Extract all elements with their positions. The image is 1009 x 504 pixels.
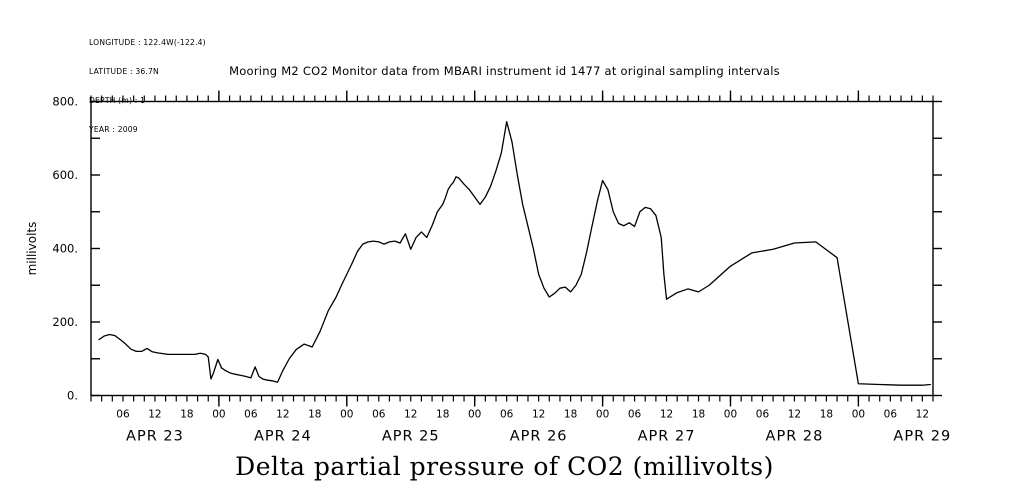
- x-hour-label: 18: [564, 409, 577, 421]
- x-hour-label: 18: [436, 409, 449, 421]
- x-date-label: APR 26: [510, 429, 568, 445]
- data-line-delta-pco2: [98, 121, 931, 386]
- x-hour-label: 12: [276, 409, 289, 421]
- x-hour-label: 18: [308, 409, 321, 421]
- x-date-label: APR 27: [638, 429, 696, 445]
- x-hour-label: 18: [820, 409, 833, 421]
- x-hour-label: 00: [724, 409, 737, 421]
- x-hour-label: 06: [756, 409, 770, 421]
- figure-caption: Delta partial pressure of CO2 (millivolt…: [235, 452, 774, 481]
- x-hour-label: 18: [180, 409, 193, 421]
- y-tick-label: 0.: [67, 389, 78, 403]
- metadata-depth: DEPTH (m) : 1: [89, 95, 146, 105]
- x-hour-label: 12: [916, 409, 929, 421]
- x-hour-label: 12: [532, 409, 545, 421]
- x-hour-label: 06: [628, 409, 642, 421]
- metadata-latitude: LATITUDE : 36.7N: [89, 66, 159, 76]
- x-hour-label: 12: [148, 409, 161, 421]
- x-hour-label: 12: [404, 409, 417, 421]
- chart-title: Mooring M2 CO2 Monitor data from MBARI i…: [229, 64, 780, 78]
- x-date-label: APR 24: [254, 429, 312, 445]
- x-hour-label: 06: [884, 409, 898, 421]
- y-tick-label: 400.: [52, 242, 78, 256]
- x-hour-label: 12: [660, 409, 673, 421]
- x-hour-label: 06: [244, 409, 258, 421]
- x-date-label: APR 28: [766, 429, 824, 445]
- x-hour-label: 00: [212, 409, 225, 421]
- x-hour-label: 06: [372, 409, 386, 421]
- axes-layer: [90, 90, 942, 407]
- metadata-longitude: LONGITUDE : 122.4W(-122.4): [89, 38, 206, 48]
- x-hour-label: 00: [852, 409, 865, 421]
- x-hour-label: 12: [788, 409, 801, 421]
- x-hour-label: 18: [692, 409, 705, 421]
- y-tick-label: 800.: [52, 95, 78, 109]
- y-tick-label: 200.: [52, 315, 78, 329]
- x-hour-label: 00: [596, 409, 609, 421]
- x-date-label: APR 25: [382, 429, 440, 445]
- x-hour-label: 00: [468, 409, 481, 421]
- metadata-year: YEAR : 2009: [89, 124, 138, 134]
- axis-labels-layer: 0. 200. 400. 600. 800. millivolts 06 12 18 00 06 12…: [25, 95, 951, 445]
- station-metadata: LONGITUDE : 122.4W(-122.4) LATITUDE : 36…: [89, 19, 206, 153]
- x-hour-label: 06: [500, 409, 514, 421]
- x-date-label: APR 23: [126, 429, 184, 445]
- x-hour-label: 00: [340, 409, 353, 421]
- y-axis-title: millivolts: [25, 222, 39, 276]
- x-date-label: APR 29: [893, 429, 951, 445]
- x-hour-label: 06: [116, 409, 130, 421]
- data-series-layer: [98, 121, 931, 386]
- y-tick-label: 600.: [52, 168, 78, 182]
